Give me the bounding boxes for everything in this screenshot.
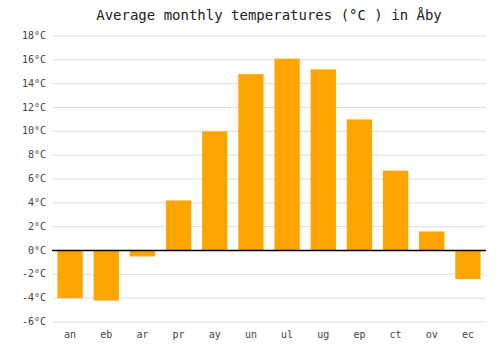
- grid-line: [52, 107, 486, 108]
- bar: [274, 59, 299, 251]
- y-tick-label: 16°C: [22, 54, 46, 65]
- grid: [52, 36, 486, 322]
- bar: [455, 251, 480, 280]
- y-tick-label: 18°C: [22, 30, 46, 41]
- bar: [311, 69, 336, 250]
- grid-line: [52, 322, 486, 323]
- bar: [130, 251, 155, 257]
- zero-line: [52, 250, 486, 252]
- bar: [383, 171, 408, 251]
- x-tick-label: pr: [173, 329, 185, 340]
- y-tick-label: -4°C: [22, 292, 46, 303]
- chart: Average monthly temperatures (°C ) in Åb…: [0, 0, 500, 350]
- bar: [166, 200, 191, 250]
- grid-line: [52, 226, 486, 227]
- grid-line: [52, 179, 486, 180]
- y-tick-label: 14°C: [22, 78, 46, 89]
- x-tick-label: ug: [317, 329, 329, 340]
- grid-line: [52, 202, 486, 203]
- grid-line: [52, 36, 486, 37]
- bar: [202, 131, 227, 250]
- y-tick-label: 8°C: [28, 149, 46, 160]
- bar: [238, 74, 263, 250]
- title: Average monthly temperatures (°C ) in Åb…: [96, 7, 442, 23]
- x-tick-label: eb: [100, 329, 112, 340]
- y-tick-label: 10°C: [22, 125, 46, 136]
- grid-line: [52, 59, 486, 60]
- x-tick-label: ul: [281, 329, 293, 340]
- grid-line: [52, 250, 486, 251]
- bar: [94, 251, 119, 301]
- y-axis: -6°C -4°C -2°C 0°C 2°C 4°C 6°C 8°C 10°C 12°C 14°C 1…: [22, 30, 46, 327]
- y-tick-label: 12°C: [22, 102, 46, 113]
- y-tick-label: 2°C: [28, 221, 46, 232]
- grid-line: [52, 131, 486, 132]
- x-tick-label: ar: [136, 329, 148, 340]
- x-tick-label: ep: [353, 329, 365, 340]
- x-tick-label: an: [64, 329, 76, 340]
- y-tick-label: -6°C: [22, 316, 46, 327]
- y-tick-label: 4°C: [28, 197, 46, 208]
- x-tick-label: un: [245, 329, 257, 340]
- x-tick-label: ct: [390, 329, 402, 340]
- chart-container: Average monthly temperatures (°C ) in Åb…: [0, 0, 500, 350]
- grid-line: [52, 83, 486, 84]
- bar: [419, 231, 444, 250]
- bar: [57, 251, 82, 299]
- bars: [57, 59, 480, 301]
- x-axis: an eb ar pr ay un ul ug ep ct ov ec: [64, 329, 474, 340]
- y-tick-label: 0°C: [28, 245, 46, 256]
- y-tick-label: -2°C: [22, 268, 46, 279]
- x-tick-label: ec: [462, 329, 474, 340]
- x-tick-label: ov: [426, 329, 438, 340]
- grid-line: [52, 155, 486, 156]
- bar: [347, 119, 372, 250]
- x-tick-label: ay: [209, 329, 221, 340]
- y-tick-label: 6°C: [28, 173, 46, 184]
